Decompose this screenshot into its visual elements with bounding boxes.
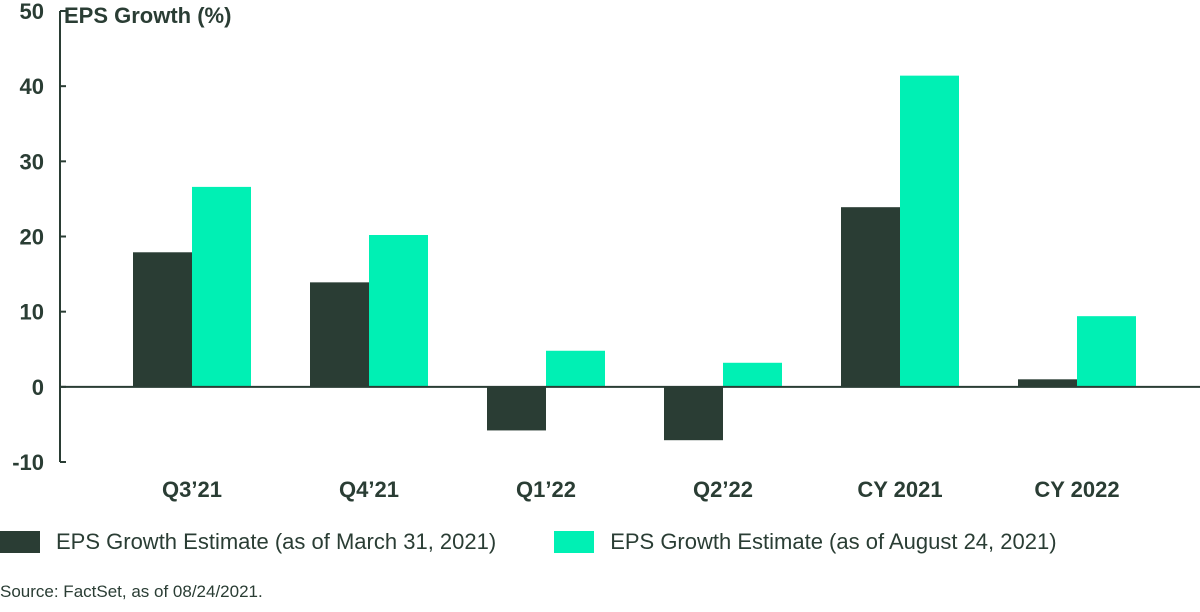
y-tick-label: 40	[20, 74, 44, 99]
legend: EPS Growth Estimate (as of March 31, 202…	[0, 525, 1115, 559]
y-tick-label: 10	[20, 300, 44, 325]
bar-march-0	[133, 252, 192, 387]
bar-march-5	[1018, 379, 1077, 387]
legend-swatch-march	[0, 531, 40, 553]
y-tick-label: 0	[32, 375, 44, 400]
legend-label-march: EPS Growth Estimate (as of March 31, 202…	[56, 529, 497, 554]
category-label: CY 2021	[857, 477, 942, 502]
y-axis: 50 40 30 20 10 0 -10	[12, 0, 66, 475]
y-tick-label: 30	[20, 149, 44, 174]
bar-august-4	[900, 75, 959, 387]
legend-item-august: EPS Growth Estimate (as of August 24, 20…	[554, 529, 1057, 555]
bar-august-5	[1077, 316, 1136, 387]
bar-august-0	[192, 186, 251, 387]
y-tick-label: 50	[20, 0, 44, 24]
y-tick-label: 20	[20, 225, 44, 250]
bar-march-3	[664, 386, 723, 441]
legend-label-august: EPS Growth Estimate (as of August 24, 20…	[610, 529, 1057, 554]
bar-august-2	[546, 350, 605, 387]
x-axis: Q3’21 Q4’21 Q1’22 Q2’22 CY 2021 CY 2022	[162, 477, 1120, 502]
bar-august-1	[369, 234, 428, 387]
bars	[133, 75, 1136, 441]
source-note: Source: FactSet, as of 08/24/2021.	[0, 582, 263, 601]
bar-august-3	[723, 362, 782, 387]
y-tick-label: -10	[12, 450, 44, 475]
category-label: Q2’22	[693, 477, 753, 502]
legend-item-march: EPS Growth Estimate (as of March 31, 202…	[0, 529, 496, 555]
legend-swatch-august	[554, 531, 595, 553]
bar-march-1	[310, 282, 369, 387]
bar-march-4	[841, 207, 900, 387]
bar-march-2	[487, 386, 546, 431]
category-label: Q1’22	[516, 477, 576, 502]
category-label: Q4’21	[339, 477, 399, 502]
category-label: CY 2022	[1034, 477, 1119, 502]
category-label: Q3’21	[162, 477, 222, 502]
chart-title: EPS Growth (%)	[64, 3, 231, 28]
